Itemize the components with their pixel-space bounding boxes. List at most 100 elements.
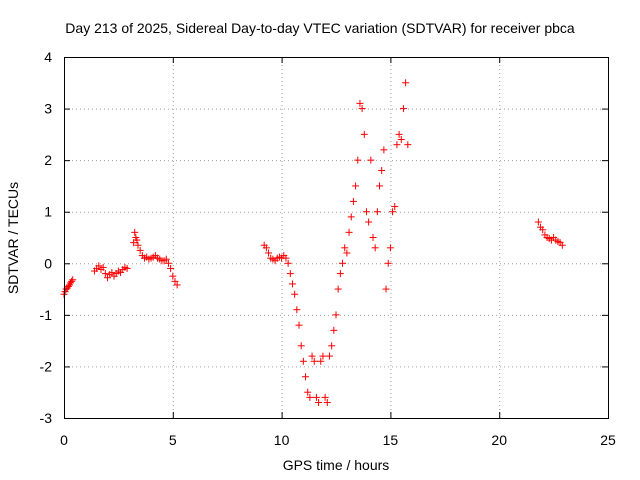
data-point (284, 259, 292, 267)
chart-title: Day 213 of 2025, Sidereal Day-to-day VTE… (65, 20, 575, 36)
data-point (380, 146, 388, 154)
data-point (395, 130, 403, 138)
data-point (402, 79, 410, 87)
data-point (101, 270, 109, 278)
data-point (321, 393, 329, 401)
plot-frame (64, 57, 609, 419)
data-point (360, 130, 368, 138)
y-tick-label: -1 (40, 307, 53, 323)
data-point (539, 226, 547, 234)
y-tick-label: 3 (44, 101, 52, 117)
data-point (558, 241, 566, 249)
data-point (373, 208, 381, 216)
data-point (362, 208, 370, 216)
data-point (133, 236, 141, 244)
data-point (288, 280, 296, 288)
data-point (136, 246, 144, 254)
x-tick-label: 15 (383, 432, 399, 448)
x-tick-label: 5 (169, 432, 177, 448)
data-point (64, 282, 72, 290)
x-tick-label: 20 (491, 432, 507, 448)
data-point (349, 197, 357, 205)
points-layer (60, 79, 566, 407)
data-point (386, 244, 394, 252)
data-point (371, 244, 379, 252)
data-point (162, 255, 170, 263)
data-point (336, 270, 344, 278)
data-point (286, 270, 294, 278)
data-point (319, 352, 327, 360)
y-tick-label: -2 (40, 358, 53, 374)
data-point (291, 290, 299, 298)
data-point (262, 244, 270, 252)
x-axis-title: GPS time / hours (283, 457, 390, 473)
data-point (378, 166, 386, 174)
data-point (534, 218, 542, 226)
data-point (343, 249, 351, 257)
x-tick-label: 0 (60, 432, 68, 448)
data-point (330, 326, 338, 334)
data-point (108, 269, 116, 277)
data-point (358, 105, 366, 113)
data-point (123, 264, 131, 272)
y-tick-label: 4 (44, 49, 52, 65)
data-point (308, 352, 316, 360)
x-tick-label: 25 (600, 432, 616, 448)
data-point (304, 388, 312, 396)
data-point (332, 311, 340, 319)
y-tick-label: 1 (44, 204, 52, 220)
data-point (391, 203, 399, 211)
data-point (315, 399, 323, 407)
data-point (369, 234, 377, 241)
y-tick-label: 2 (44, 152, 52, 168)
data-point (393, 141, 401, 149)
x-tick-label: 10 (274, 432, 290, 448)
y-tick-label: -3 (40, 410, 53, 426)
data-point (173, 281, 181, 289)
data-point (312, 393, 320, 401)
data-point (99, 263, 107, 271)
data-point (265, 249, 273, 257)
data-point (399, 105, 407, 113)
data-point (167, 264, 175, 272)
data-point (134, 241, 142, 249)
y-tick-label: 0 (44, 255, 52, 271)
label-layer: 0 5 10 15 20 25 -3 -2 -1 0 1 2 3 4 (40, 49, 616, 448)
data-point (347, 213, 355, 221)
data-point (389, 208, 397, 216)
data-point (384, 259, 392, 267)
data-point (341, 244, 349, 252)
data-point (282, 254, 290, 262)
tick-layer (64, 57, 609, 419)
data-point (339, 259, 347, 267)
data-point (334, 285, 342, 293)
data-point (310, 357, 318, 365)
data-point (69, 276, 77, 284)
data-point (397, 136, 405, 144)
data-point (295, 321, 303, 329)
data-point (328, 342, 336, 350)
data-point (164, 259, 172, 267)
data-point (376, 182, 384, 190)
data-point (345, 228, 353, 236)
data-point (404, 141, 412, 149)
data-point (325, 352, 333, 360)
data-point (95, 262, 103, 270)
data-point (306, 393, 314, 401)
data-point (367, 156, 375, 164)
data-point (365, 218, 373, 226)
data-point (354, 156, 362, 164)
data-point (302, 373, 310, 381)
data-point (299, 357, 307, 365)
data-point (352, 182, 360, 190)
data-point (382, 285, 390, 293)
data-point (297, 342, 305, 350)
data-point (323, 399, 331, 407)
data-point (293, 306, 301, 314)
data-point (68, 277, 76, 285)
data-point (317, 357, 325, 365)
data-point (356, 99, 364, 107)
data-point (171, 277, 179, 285)
